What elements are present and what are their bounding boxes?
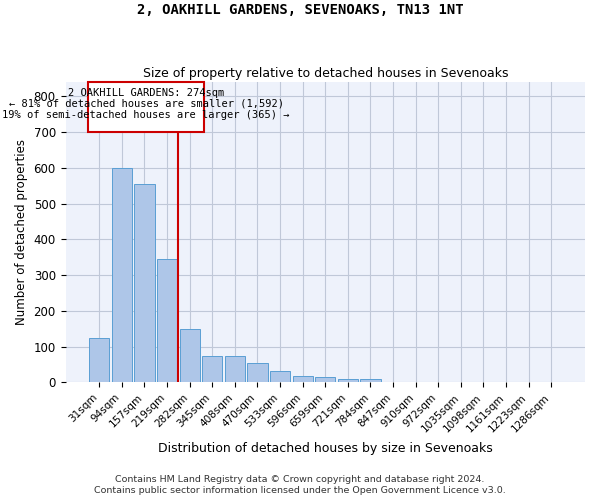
Bar — [157, 259, 177, 382]
X-axis label: Distribution of detached houses by size in Sevenoaks: Distribution of detached houses by size … — [158, 442, 493, 455]
Bar — [89, 338, 109, 382]
Title: Size of property relative to detached houses in Sevenoaks: Size of property relative to detached ho… — [143, 66, 508, 80]
Bar — [270, 371, 290, 382]
Text: Contains public sector information licensed under the Open Government Licence v3: Contains public sector information licen… — [94, 486, 506, 495]
Bar — [179, 329, 200, 382]
Bar — [315, 378, 335, 382]
Text: Contains HM Land Registry data © Crown copyright and database right 2024.: Contains HM Land Registry data © Crown c… — [115, 475, 485, 484]
FancyBboxPatch shape — [88, 82, 205, 132]
Text: 2 OAKHILL GARDENS: 274sqm: 2 OAKHILL GARDENS: 274sqm — [68, 88, 224, 99]
Bar — [293, 376, 313, 382]
Bar — [360, 379, 380, 382]
Bar — [202, 356, 223, 382]
Y-axis label: Number of detached properties: Number of detached properties — [15, 139, 28, 325]
Bar — [225, 356, 245, 382]
Text: 19% of semi-detached houses are larger (365) →: 19% of semi-detached houses are larger (… — [2, 110, 290, 120]
Bar — [247, 364, 268, 382]
Bar — [338, 379, 358, 382]
Bar — [112, 168, 132, 382]
Bar — [134, 184, 155, 382]
Text: ← 81% of detached houses are smaller (1,592): ← 81% of detached houses are smaller (1,… — [8, 99, 284, 109]
Text: 2, OAKHILL GARDENS, SEVENOAKS, TN13 1NT: 2, OAKHILL GARDENS, SEVENOAKS, TN13 1NT — [137, 2, 463, 16]
